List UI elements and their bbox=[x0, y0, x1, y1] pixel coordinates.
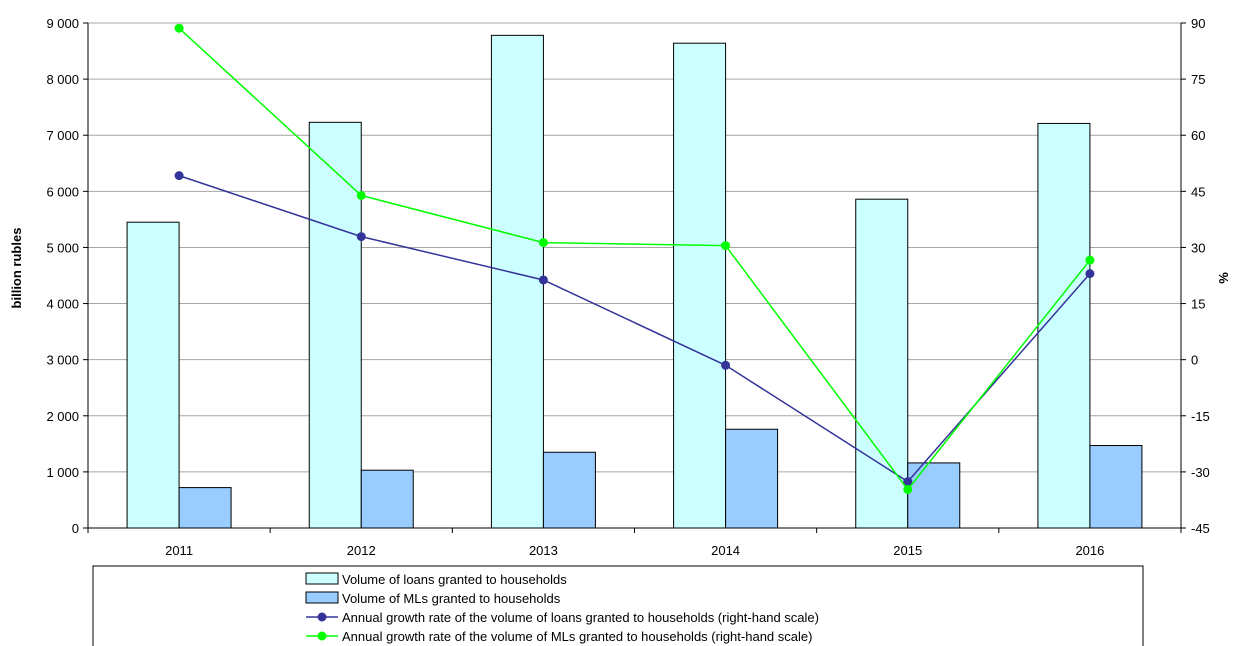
y-tick-label-right: 0 bbox=[1191, 353, 1198, 368]
x-tick-label: 2015 bbox=[893, 543, 922, 558]
y-tick-label-right: 15 bbox=[1191, 297, 1205, 312]
y-tick-label-left: 3 000 bbox=[46, 353, 79, 368]
axes bbox=[83, 22, 1186, 533]
y-tick-label-left: 9 000 bbox=[46, 16, 79, 31]
x-tick-label: 2013 bbox=[529, 543, 558, 558]
y-tick-label-left: 5 000 bbox=[46, 240, 79, 255]
bar-loans-2016 bbox=[1037, 122, 1091, 529]
legend-label-2: Annual growth rate of the volume of loan… bbox=[342, 610, 819, 625]
bar-loans-2012 bbox=[308, 121, 362, 529]
marker-mls-growth-2016 bbox=[1085, 255, 1095, 265]
marker-loans-growth-2014 bbox=[721, 360, 731, 370]
bar-series bbox=[126, 34, 1143, 529]
x-tick-label: 2012 bbox=[347, 543, 376, 558]
y-tick-label-left: 8 000 bbox=[46, 72, 79, 87]
x-tick-label: 2014 bbox=[711, 543, 740, 558]
tick-labels: 0 1 000 2 000 3 000 4 000 5 000 6 000 7 000 8 00… bbox=[46, 16, 1209, 558]
marker-loans-growth-2016 bbox=[1085, 269, 1095, 279]
x-tick-label: 2016 bbox=[1075, 543, 1104, 558]
line-loans-growth bbox=[178, 174, 1091, 483]
marker-loans-growth-2013 bbox=[538, 275, 548, 285]
bar-mls-2013 bbox=[542, 451, 596, 529]
bar-loans-2015 bbox=[855, 198, 909, 529]
y-axis-label-left: billion rubles bbox=[9, 228, 24, 309]
legend-box bbox=[92, 565, 1144, 646]
bar-mls-2012 bbox=[360, 469, 414, 529]
legend-swatch-0 bbox=[305, 572, 339, 585]
marker-mls-growth-2011 bbox=[174, 23, 184, 33]
y-tick-label-left: 4 000 bbox=[46, 297, 79, 312]
bar-mls-2011 bbox=[178, 487, 232, 529]
bar-mls-2014 bbox=[725, 428, 779, 529]
legend-marker-3 bbox=[317, 631, 327, 641]
gridlines bbox=[88, 22, 1181, 473]
marker-loans-growth-2015 bbox=[903, 477, 913, 487]
y-tick-label-right: -30 bbox=[1191, 465, 1210, 480]
y-tick-label-left: 6 000 bbox=[46, 184, 79, 199]
bar-loans-2014 bbox=[673, 42, 727, 529]
marker-mls-growth-2013 bbox=[538, 238, 548, 248]
x-tick-label: 2011 bbox=[165, 543, 193, 558]
bar-loans-2011 bbox=[126, 221, 180, 529]
y-tick-label-right: 75 bbox=[1191, 72, 1205, 87]
line-series bbox=[174, 23, 1095, 494]
bar-mls-2016 bbox=[1089, 445, 1143, 529]
line-mls-growth bbox=[178, 27, 1091, 491]
marker-mls-growth-2015 bbox=[903, 484, 913, 494]
y-tick-label-right: 30 bbox=[1191, 240, 1205, 255]
y-tick-label-right: 90 bbox=[1191, 16, 1205, 31]
legend-marker-2 bbox=[317, 612, 327, 622]
marker-loans-growth-2011 bbox=[174, 171, 184, 181]
bar-loans-2013 bbox=[490, 34, 544, 529]
y-tick-label-right: 45 bbox=[1191, 184, 1205, 199]
y-tick-label-right: -15 bbox=[1191, 409, 1210, 424]
y-tick-label-left: 1 000 bbox=[46, 465, 79, 480]
y-tick-label-left: 7 000 bbox=[46, 128, 79, 143]
y-tick-label-left: 2 000 bbox=[46, 409, 79, 424]
marker-loans-growth-2012 bbox=[356, 232, 366, 242]
legend-label-1: Volume of MLs granted to households bbox=[342, 591, 561, 606]
legend: Volume of loans granted to households Vol… bbox=[92, 565, 1144, 646]
y-tick-label-left: 0 bbox=[72, 521, 79, 536]
marker-mls-growth-2014 bbox=[721, 241, 731, 251]
y-tick-label-right: -45 bbox=[1191, 521, 1210, 536]
marker-mls-growth-2012 bbox=[356, 190, 366, 200]
y-axis-label-right: % bbox=[1216, 272, 1231, 284]
y-tick-label-right: 60 bbox=[1191, 128, 1205, 143]
legend-label-0: Volume of loans granted to households bbox=[342, 572, 567, 587]
legend-label-3: Annual growth rate of the volume of MLs … bbox=[342, 629, 812, 644]
legend-swatch-1 bbox=[305, 591, 339, 604]
